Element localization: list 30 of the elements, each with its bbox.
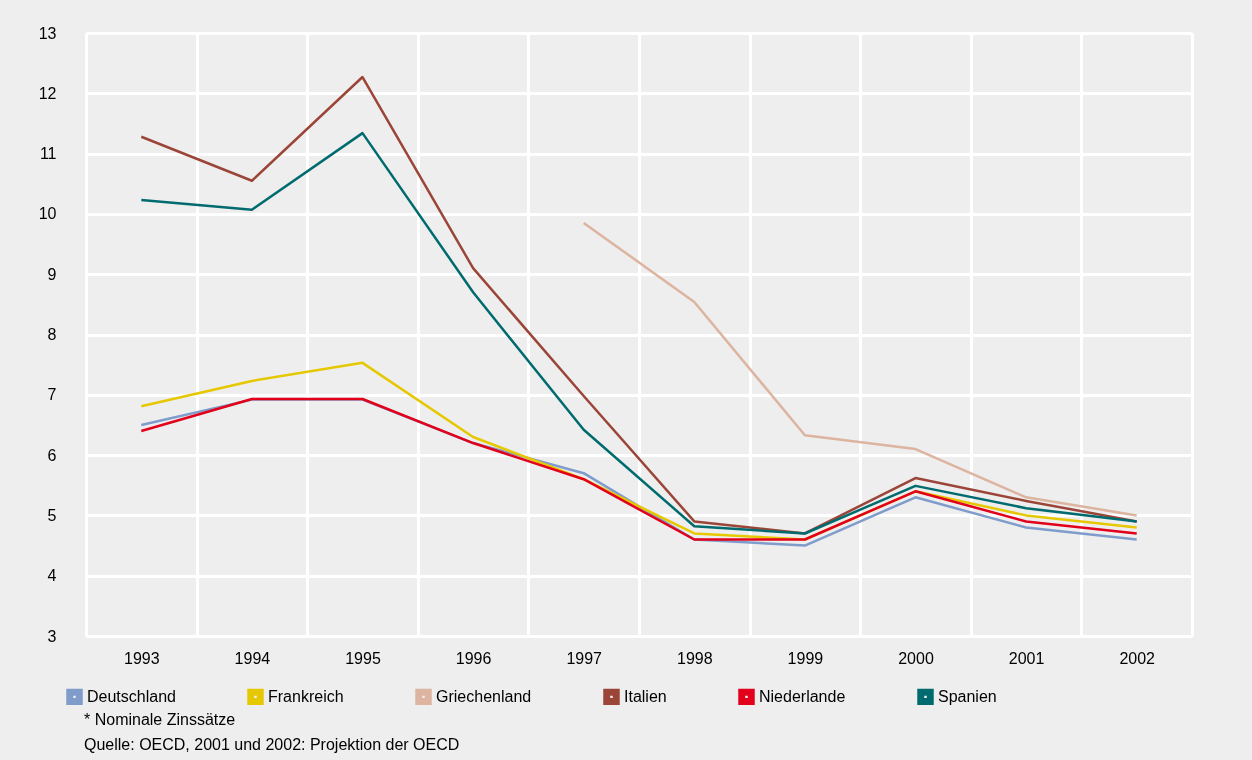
x-tick-label: 1996: [455, 649, 492, 667]
text: * Nominale Zinssätze: [84, 711, 236, 728]
y-tick-label: 4: [47, 567, 57, 585]
x-tick-label: 2002: [1119, 649, 1156, 667]
y-tick-label: 5: [47, 506, 57, 524]
y-tick-label: 9: [47, 265, 57, 283]
legend-label: Spanien: [938, 687, 997, 705]
y-tick-label: 6: [47, 446, 57, 464]
y-tick-label: 7: [47, 386, 57, 404]
legend-label: Griechenland: [436, 687, 532, 705]
y-tick-label: 13: [38, 24, 57, 42]
source-note: Quelle: OECD, 2001 und 2002: Projektion der OECD: [84, 736, 460, 753]
legend-label: Italien: [624, 687, 667, 705]
x-tick-label: 1997: [566, 649, 603, 667]
x-tick-label: 2001: [1008, 649, 1045, 667]
line-series: [582, 221, 1138, 517]
y-tick-label: 8: [47, 326, 57, 343]
x-tick-label: 1993: [124, 649, 160, 667]
y-tick-label: 10: [38, 205, 57, 223]
x-tick-label: 1999: [787, 649, 824, 667]
y-tick-label: 3: [47, 627, 57, 645]
y-tick-label: 12: [38, 84, 57, 102]
legend-label: Frankreich: [268, 687, 344, 705]
x-tick-label: 1994: [234, 649, 271, 667]
y-tick-label: 11: [39, 145, 57, 163]
x-tick-label: 2000: [898, 649, 934, 667]
legend-label: Niederlande: [759, 687, 846, 705]
legend-label: Deutschland: [87, 687, 176, 705]
x-tick-label: 1995: [345, 649, 381, 667]
x-tick-label: 1998: [677, 649, 713, 667]
